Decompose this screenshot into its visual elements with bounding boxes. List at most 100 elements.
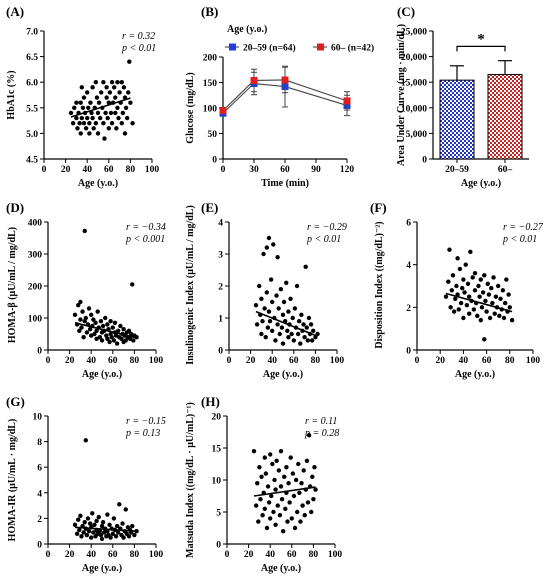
- data-point: [286, 309, 291, 314]
- data-point: [114, 523, 120, 529]
- data-point: [297, 490, 302, 495]
- data-point: [259, 331, 264, 337]
- data-point: [304, 458, 310, 463]
- data-point: [112, 85, 117, 90]
- data-point: [99, 338, 105, 343]
- correlation-r: r = −0.15: [126, 416, 166, 427]
- data-point: [269, 493, 274, 499]
- data-point: [109, 120, 115, 126]
- data-point: [96, 100, 102, 105]
- data-point: [456, 307, 461, 312]
- y-tick-label: 50: [208, 130, 218, 140]
- panel-label: (E): [201, 200, 218, 215]
- y-tick-label: 15: [212, 445, 222, 455]
- data-point: [85, 516, 91, 521]
- data-point: [99, 523, 105, 529]
- trend-line: [253, 486, 316, 497]
- data-point: [119, 336, 124, 341]
- x-tick-label: 60: [104, 165, 114, 175]
- data-point: [91, 126, 96, 131]
- data-point: [311, 497, 316, 502]
- data-point: [447, 247, 452, 252]
- data-point: [482, 273, 487, 278]
- x-tick-label: 20: [246, 356, 256, 366]
- data-point: [97, 335, 103, 340]
- data-point: [117, 502, 122, 507]
- x-tick-label: 80: [126, 165, 136, 175]
- y-axis-label: HOMA-IR (μU/mL · mg/dL): [7, 419, 18, 542]
- data-point: [83, 315, 89, 321]
- data-point: [288, 296, 293, 301]
- data-point: [79, 534, 84, 539]
- y-tick-label: 0: [37, 541, 42, 551]
- data-point: [454, 283, 459, 289]
- data-point: [261, 251, 266, 257]
- data-point: [305, 338, 311, 343]
- data-point: [80, 105, 86, 111]
- data-point: [470, 275, 475, 280]
- data-point: [68, 110, 74, 116]
- data-point: [443, 294, 449, 299]
- data-point: [259, 474, 264, 479]
- data-point: [266, 235, 272, 241]
- data-point: [267, 319, 273, 324]
- data-point: [274, 293, 279, 298]
- data-point: [268, 516, 273, 521]
- trend-line: [74, 322, 137, 339]
- data-point: [450, 273, 456, 278]
- data-point: [281, 299, 287, 305]
- data-point: [309, 338, 315, 343]
- data-point: [105, 115, 110, 121]
- x-tick-label: 20: [61, 165, 71, 175]
- data-point: [83, 126, 89, 131]
- data-point: [467, 294, 472, 299]
- data-point: [105, 336, 110, 341]
- data-point: [259, 296, 264, 301]
- y-tick-label: 2: [218, 283, 223, 293]
- data-point: [284, 280, 289, 285]
- data-point: [467, 311, 472, 316]
- x-axis-label: Age (y.o.): [82, 563, 122, 574]
- data-point: [103, 110, 108, 116]
- data-point: [276, 468, 282, 473]
- data-point: [478, 277, 483, 282]
- data-point: [310, 474, 315, 479]
- data-point: [99, 536, 105, 542]
- data-point: [79, 85, 85, 90]
- y-tick-label: 2: [406, 304, 411, 314]
- y-tick-label: 20,000: [401, 53, 427, 63]
- data-point: [297, 319, 302, 324]
- data-point: [105, 322, 110, 327]
- data-point: [301, 322, 306, 327]
- data-point: [296, 461, 301, 467]
- data-point: [278, 484, 284, 489]
- data-point: [304, 325, 309, 330]
- data-point: [92, 522, 97, 527]
- data-point: [108, 110, 114, 116]
- data-point: [104, 95, 109, 100]
- data-point: [111, 516, 117, 521]
- data-point: [119, 120, 124, 126]
- data-point: [477, 294, 482, 299]
- data-point: [270, 328, 275, 333]
- data-point: [116, 115, 121, 121]
- data-point: [343, 97, 351, 105]
- data-point: [89, 535, 94, 540]
- data-point: [496, 283, 501, 289]
- data-point: [131, 338, 136, 343]
- y-tick-label: 4.5: [26, 156, 38, 166]
- panel-label: (F): [370, 200, 387, 215]
- data-point: [98, 532, 104, 538]
- data-point: [84, 330, 90, 335]
- data-point: [253, 303, 259, 308]
- data-point: [85, 115, 90, 121]
- data-point: [75, 126, 80, 131]
- data-point: [260, 319, 265, 324]
- series-line: [222, 82, 348, 114]
- data-point: [458, 300, 464, 306]
- data-point: [290, 315, 295, 321]
- x-tick-label: 40: [86, 550, 96, 560]
- x-tick-label: 80: [311, 356, 321, 366]
- data-point: [86, 529, 92, 534]
- data-point: [291, 338, 296, 343]
